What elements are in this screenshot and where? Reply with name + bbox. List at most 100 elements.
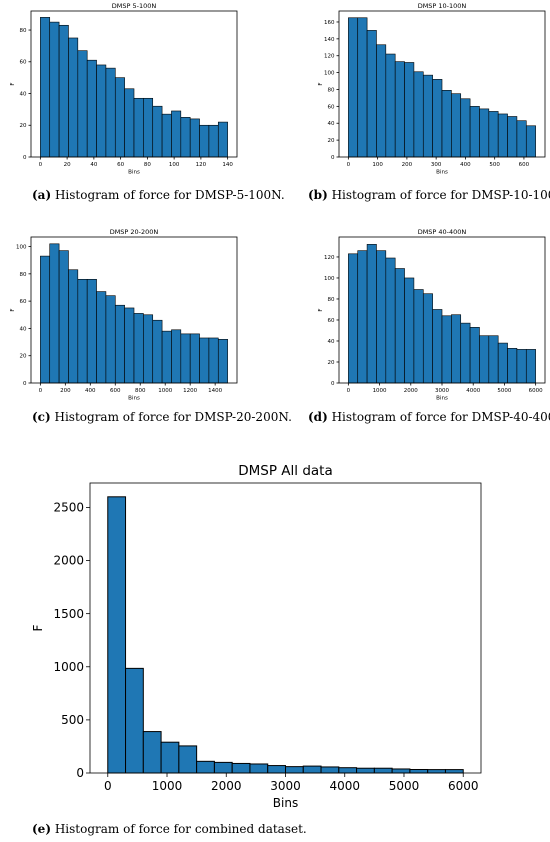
chart-c-xtick-label-1: 200 bbox=[60, 388, 71, 394]
caption-c: (c) Histogram of force for DMSP-20-200N. bbox=[32, 410, 292, 424]
chart-e-xtick-label-6: 6000 bbox=[448, 779, 479, 793]
chart-c-ytick-label-3: 60 bbox=[20, 299, 27, 305]
chart-c-bar-1 bbox=[49, 243, 60, 384]
chart-b-bar-10 bbox=[441, 90, 452, 158]
chart-c-xtick-label-0: 0 bbox=[39, 388, 43, 394]
chart-c-xtick-label-5: 1000 bbox=[158, 388, 172, 394]
chart-a-xtick-label-3: 60 bbox=[117, 162, 124, 168]
chart-c-xtick-label-3: 600 bbox=[110, 388, 121, 394]
caption-c-text: Histogram of force for DMSP-20-200N. bbox=[54, 410, 292, 424]
chart-a-bar-19 bbox=[217, 121, 228, 158]
caption-b: (b) Histogram of force for DMSP-10-100N. bbox=[308, 188, 550, 202]
caption-c-letter: (c) bbox=[32, 410, 51, 424]
chart-d-ytick-label-5: 100 bbox=[324, 276, 335, 282]
chart-a-xlabel: Bins bbox=[128, 170, 140, 176]
chart-d-bar-15 bbox=[488, 335, 499, 384]
chart-d-xtick-label-0: 0 bbox=[347, 388, 351, 394]
caption-b-text: Histogram of force for DMSP-10-100N. bbox=[331, 188, 550, 202]
chart-b-xtick-label-2: 200 bbox=[402, 162, 413, 168]
chart-c-bar-14 bbox=[171, 329, 182, 384]
chart-c-ytick-label-1: 20 bbox=[20, 354, 27, 360]
chart-e-bar-11 bbox=[302, 765, 322, 774]
chart-a-bar-11 bbox=[143, 97, 154, 158]
chart-d-ytick-label-4: 80 bbox=[328, 297, 335, 303]
chart-e-bar-4 bbox=[178, 745, 198, 774]
chart-e-bar-9 bbox=[267, 765, 286, 774]
chart-e-bar-7 bbox=[231, 762, 251, 774]
histogram-chart-e: 0 1000 2000 3000 4000 5000 6000 0 500 1000 1500 200… bbox=[31, 463, 482, 810]
chart-b-ytick-label-0: 0 bbox=[331, 155, 335, 161]
chart-a-ytick-label-2: 40 bbox=[20, 91, 27, 97]
chart-d-bar-8 bbox=[422, 293, 433, 384]
caption-a-letter: (a) bbox=[32, 188, 52, 202]
chart-b-bar-16 bbox=[497, 113, 508, 158]
chart-d-bar-2 bbox=[366, 244, 377, 384]
chart-e-bar-6 bbox=[213, 761, 233, 774]
histogram-chart-c: 0 200 400 600 800 1000 1200 1400 0 20 40 60 80 100 DMS… bbox=[10, 228, 238, 402]
chart-a-xtick-label-0: 0 bbox=[39, 162, 43, 168]
chart-a-bar-5 bbox=[86, 59, 97, 158]
chart-e-ytick-label-4: 2000 bbox=[53, 554, 84, 568]
chart-d-bar-1 bbox=[357, 250, 368, 384]
chart-b-bar-6 bbox=[404, 62, 415, 158]
chart-d-ylabel: F bbox=[318, 308, 324, 311]
chart-c-bar-16 bbox=[189, 333, 200, 384]
chart-c-bar-19 bbox=[217, 339, 228, 384]
chart-d-bar-6 bbox=[404, 277, 415, 384]
chart-d-ytick-label-1: 20 bbox=[328, 360, 335, 366]
chart-b-xtick-label-5: 500 bbox=[489, 162, 500, 168]
chart-c-ytick-label-4: 80 bbox=[20, 272, 27, 278]
chart-e-bar-14 bbox=[356, 767, 375, 774]
chart-a-bar-1 bbox=[49, 21, 60, 158]
chart-c-bar-17 bbox=[199, 337, 210, 384]
chart-c-bar-2 bbox=[58, 250, 69, 384]
chart-e-title: DMSP All data bbox=[238, 463, 332, 479]
chart-d-bar-7 bbox=[413, 289, 424, 384]
chart-c-ytick-label-5: 100 bbox=[16, 244, 27, 250]
chart-e-bar-12 bbox=[320, 766, 340, 774]
chart-c-bar-6 bbox=[96, 291, 107, 384]
chart-c-bar-9 bbox=[124, 307, 135, 384]
chart-a-bar-0 bbox=[40, 17, 51, 158]
chart-c-ytick-label-0: 0 bbox=[23, 381, 27, 387]
chart-c-title: DMSP 20-200N bbox=[110, 228, 159, 236]
chart-b-bar-12 bbox=[460, 98, 471, 158]
chart-a-ytick-label-1: 20 bbox=[20, 123, 27, 129]
chart-e-ylabel: F bbox=[31, 624, 45, 631]
caption-e-text: Histogram of force for combined dataset. bbox=[54, 822, 307, 836]
chart-c-bar-4 bbox=[77, 278, 88, 384]
chart-a-bar-3 bbox=[68, 37, 79, 158]
chart-d-bar-9 bbox=[432, 309, 443, 384]
chart-b-ytick-label-2: 40 bbox=[328, 121, 335, 127]
chart-c-frame bbox=[30, 236, 238, 384]
chart-c-bar-15 bbox=[180, 333, 191, 384]
chart-b-xlabel: Bins bbox=[436, 170, 448, 176]
chart-b-bar-7 bbox=[413, 71, 424, 158]
chart-e-xtick-label-1: 1000 bbox=[152, 779, 183, 793]
chart-b-title: DMSP 10-100N bbox=[418, 2, 467, 10]
histogram-chart-b: 0 100 200 300 400 500 600 0 20 40 60 80 100 120 140 160… bbox=[318, 2, 546, 176]
caption-b-letter: (b) bbox=[308, 188, 328, 202]
chart-d-bar-10 bbox=[441, 315, 452, 384]
chart-e-ytick-label-5: 2500 bbox=[53, 501, 84, 515]
chart-d-bar-5 bbox=[394, 268, 405, 384]
chart-e-bar-8 bbox=[249, 763, 269, 774]
chart-b-xtick-label-4: 400 bbox=[460, 162, 471, 168]
chart-a-xtick-label-2: 40 bbox=[90, 162, 97, 168]
chart-d-bar-3 bbox=[376, 250, 387, 384]
chart-d-xtick-label-5: 5000 bbox=[497, 388, 511, 394]
chart-e-xtick-label-5: 5000 bbox=[389, 779, 420, 793]
chart-b-xtick-label-0: 0 bbox=[347, 162, 351, 168]
chart-a-bar-7 bbox=[105, 67, 116, 158]
chart-c-ylabel: F bbox=[10, 308, 16, 311]
chart-e-ytick-label-1: 500 bbox=[61, 713, 84, 727]
chart-b-bar-0 bbox=[348, 17, 359, 158]
chart-e-xtick-label-3: 3000 bbox=[270, 779, 301, 793]
chart-e-bar-17 bbox=[409, 768, 429, 774]
chart-a-ylabel: F bbox=[10, 82, 16, 85]
chart-d-bar-13 bbox=[469, 327, 480, 384]
chart-c-bar-3 bbox=[68, 269, 79, 384]
chart-b-bar-1 bbox=[357, 17, 368, 158]
chart-e-bar-2 bbox=[142, 731, 162, 774]
chart-e-xlabel: Bins bbox=[273, 796, 298, 810]
